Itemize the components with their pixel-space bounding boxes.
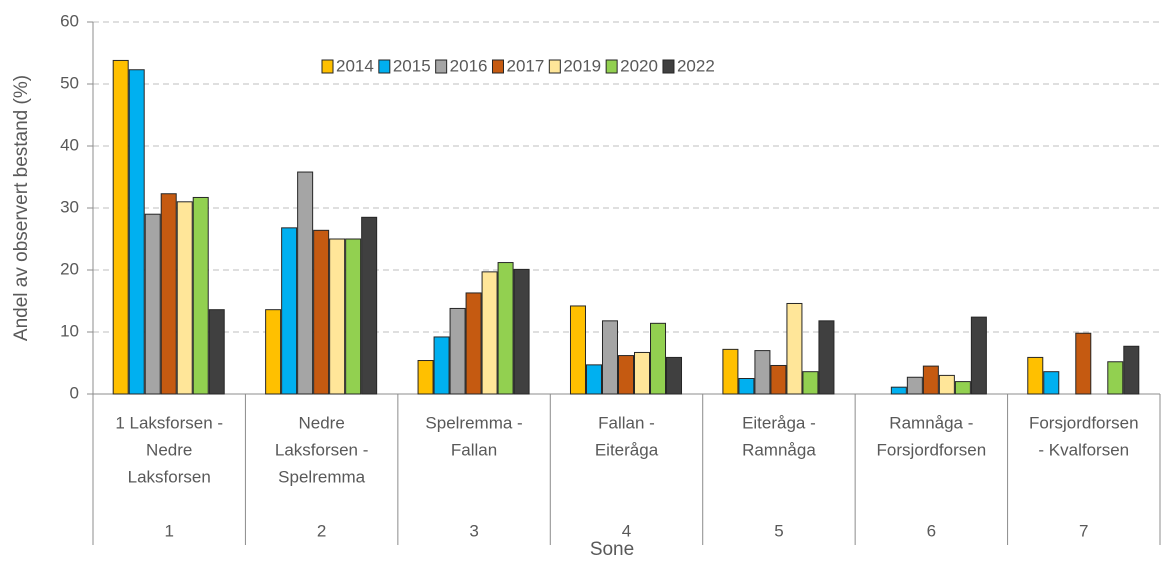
x-category-name: Forsjordforsen: [877, 440, 987, 459]
bar: [722, 348, 739, 395]
bar: [666, 356, 683, 395]
y-tick-label: 20: [60, 259, 79, 278]
bar: [1027, 356, 1044, 395]
legend-label: 2017: [506, 56, 544, 75]
x-tick-label: 3: [469, 521, 478, 540]
x-category-name: Forsjordforsen: [1029, 413, 1139, 432]
x-category-name: Eiteråga: [595, 440, 659, 459]
x-category-name: Spelremma -: [425, 413, 522, 432]
bar: [1075, 332, 1092, 395]
bar: [954, 381, 971, 395]
bar: [786, 302, 803, 395]
x-tick-label: 2: [317, 521, 326, 540]
x-category-name: Laksforsen -: [275, 440, 369, 459]
x-category-name: Ramnåga: [742, 440, 816, 459]
bar: [112, 59, 129, 395]
bar: [160, 193, 177, 395]
x-tick-label: 1: [164, 521, 173, 540]
y-tick-label: 60: [60, 11, 79, 30]
x-category-name: Nedre: [146, 440, 192, 459]
bar: [465, 292, 482, 395]
bar: [417, 360, 434, 395]
legend-label: 2019: [563, 56, 601, 75]
bar: [738, 378, 755, 395]
y-tick-label: 50: [60, 73, 79, 92]
bar: [754, 350, 771, 395]
bar: [922, 365, 939, 395]
y-tick-label: 0: [70, 383, 79, 402]
legend-swatch: [491, 59, 504, 74]
legend-swatch: [378, 59, 391, 74]
bar: [601, 320, 618, 395]
bar: [890, 386, 907, 395]
bar: [313, 229, 330, 395]
legend-label: 2022: [677, 56, 715, 75]
bar: [1043, 371, 1060, 395]
bar: [650, 322, 667, 395]
bar: [192, 196, 209, 395]
x-tick-label: 7: [1079, 521, 1088, 540]
bar: [585, 364, 602, 395]
bar: [569, 305, 586, 395]
bar: [481, 271, 498, 395]
bar: [176, 201, 193, 395]
x-category-name: Eiteråga -: [742, 413, 816, 432]
legend-swatch: [548, 59, 561, 74]
x-category-name: Ramnåga -: [889, 413, 973, 432]
bar: [634, 351, 651, 395]
bar: [144, 213, 161, 395]
bar: [329, 238, 346, 395]
y-axis-title: Andel av observert bestand (%): [11, 75, 32, 341]
bar: [361, 216, 378, 395]
x-category-name: 1 Laksforsen -: [115, 413, 223, 432]
bar: [513, 268, 530, 395]
bar: [345, 238, 362, 395]
bar: [938, 374, 955, 395]
bar: [281, 227, 298, 395]
x-category-name: Fallan -: [598, 413, 655, 432]
legend-swatch: [605, 59, 618, 74]
bar: [802, 371, 819, 395]
bar: [128, 69, 145, 395]
y-tick-label: 40: [60, 135, 79, 154]
y-tick-label: 30: [60, 197, 79, 216]
legend-label: 2020: [620, 56, 658, 75]
x-category-name: Spelremma: [278, 467, 365, 486]
bar: [617, 355, 635, 395]
legend-label: 2014: [336, 56, 374, 75]
y-tick-label: 10: [60, 321, 79, 340]
legend-swatch: [662, 59, 675, 74]
x-category-name: Nedre: [298, 413, 344, 432]
x-category-name: Fallan: [451, 440, 497, 459]
bar: [818, 320, 835, 395]
bar: [449, 307, 466, 395]
bar: [770, 364, 787, 395]
x-axis-title: Sone: [590, 539, 634, 560]
legend-swatch: [435, 59, 448, 74]
legend-label: 2015: [393, 56, 431, 75]
bar: [497, 262, 514, 395]
bar: [208, 309, 225, 395]
legend-swatch: [321, 59, 334, 74]
x-tick-label: 6: [927, 521, 936, 540]
legend-label: 2016: [450, 56, 488, 75]
bar: [1123, 345, 1140, 395]
bar: [433, 336, 450, 395]
bar: [297, 171, 314, 395]
x-category-name: Laksforsen: [128, 467, 211, 486]
bar: [265, 309, 282, 395]
bar: [970, 316, 987, 395]
bar: [1107, 361, 1124, 395]
bar: [906, 376, 923, 395]
x-tick-label: 5: [774, 521, 783, 540]
x-tick-label: 4: [622, 521, 631, 540]
x-category-name: - Kvalforsen: [1038, 440, 1129, 459]
